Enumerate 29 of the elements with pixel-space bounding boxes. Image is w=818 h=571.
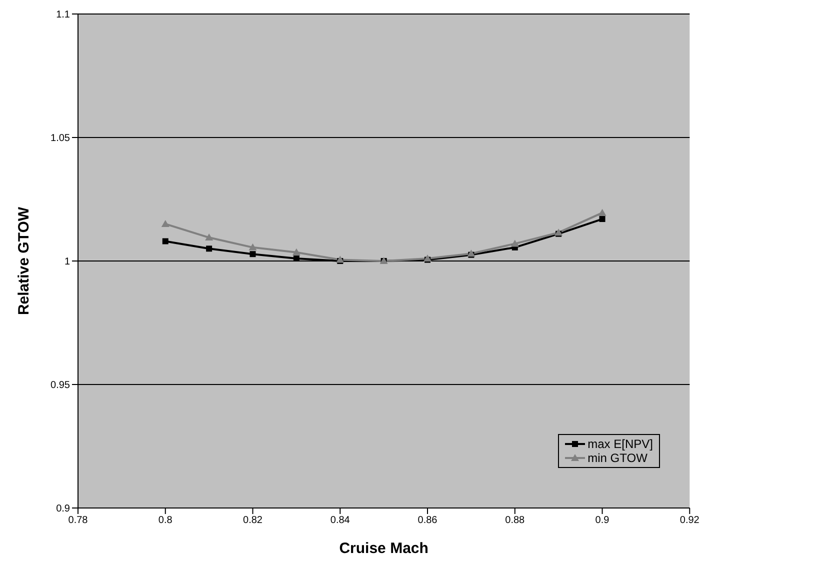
point: [292, 248, 300, 256]
x-tick-label: 0.92: [680, 515, 700, 526]
point: [510, 240, 519, 247]
y-tick-label: 0.9: [56, 504, 70, 515]
x-tick-label: 0.9: [595, 515, 610, 526]
x-tick-label: 0.8: [158, 515, 173, 526]
x-tick-label: 0.88: [505, 515, 526, 526]
point: [248, 243, 257, 250]
point: [250, 251, 256, 258]
point: [205, 234, 214, 241]
point: [206, 246, 212, 252]
y-axis-title: Relative GTOW: [15, 206, 32, 316]
y-tick-label: 1.05: [50, 133, 70, 144]
y-tick-label: 0.95: [50, 380, 70, 392]
x-tick-label: 0.78: [68, 515, 88, 526]
point: [161, 220, 170, 227]
point: [336, 256, 344, 263]
legend-label: max E[NPV]: [588, 437, 653, 451]
point: [293, 256, 300, 262]
point: [598, 208, 606, 216]
x-tick-label: 0.82: [243, 515, 263, 526]
y-tick-label: 1.1: [56, 10, 70, 21]
point: [599, 216, 606, 222]
y-tick-label: 1: [64, 256, 70, 268]
point: [162, 238, 168, 244]
x-tick-label: 0.86: [418, 515, 438, 526]
legend-label: min GTOW: [588, 451, 648, 465]
x-axis-title: Cruise Mach: [339, 540, 428, 557]
x-tick-label: 0.84: [330, 515, 350, 526]
